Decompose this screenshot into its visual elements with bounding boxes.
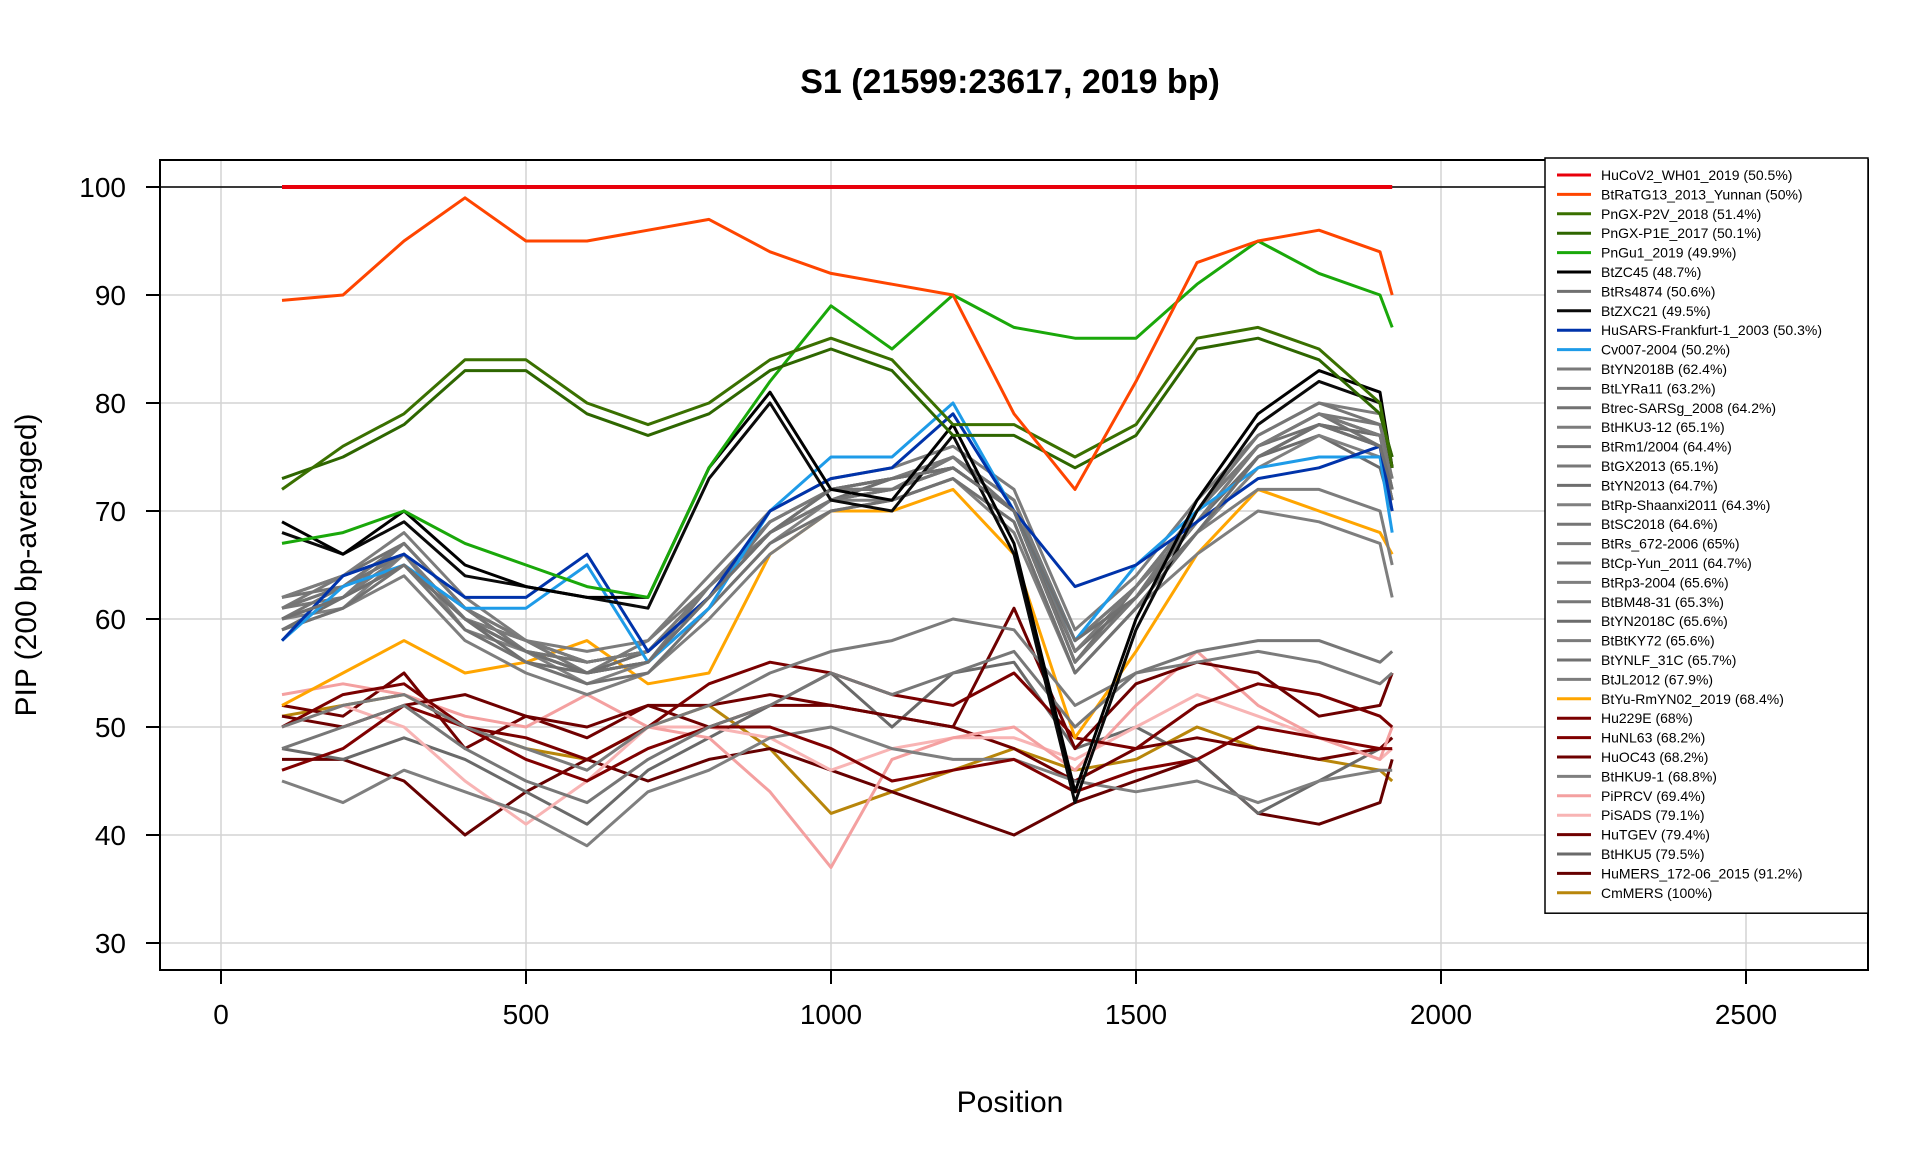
legend: HuCoV2_WH01_2019 (50.5%) BtRaTG13_2013_Yu… bbox=[1544, 157, 1869, 914]
x-tick-label: 500 bbox=[503, 999, 550, 1030]
legend-entry: BtLYRa11 (63.2%) bbox=[1601, 380, 1716, 396]
x-tick-label: 1000 bbox=[800, 999, 862, 1030]
legend-entry: PnGu1_2019 (49.9%) bbox=[1601, 245, 1736, 261]
legend-entry: BtSC2018 (64.6%) bbox=[1601, 516, 1718, 532]
legend-entry: BtRs_672-2006 (65%) bbox=[1601, 536, 1740, 552]
legend-entry: BtYu-RmYN02_2019 (68.4%) bbox=[1601, 691, 1784, 707]
series-group bbox=[280, 185, 1394, 869]
y-tick-label: 50 bbox=[95, 712, 126, 743]
series-line-17 bbox=[281, 433, 1394, 686]
series-line-27 bbox=[281, 487, 1394, 740]
legend-entry: BtZXC21 (49.5%) bbox=[1601, 303, 1711, 319]
series-line-24 bbox=[281, 617, 1394, 772]
legend-entry: HuOC43 (68.2%) bbox=[1601, 749, 1708, 765]
series-line-1 bbox=[281, 196, 1394, 491]
series-line-6 bbox=[281, 423, 1394, 675]
y-tick-label: 70 bbox=[95, 496, 126, 527]
legend-entry: BtYN2018B (62.4%) bbox=[1601, 361, 1727, 377]
series-line-2 bbox=[281, 325, 1394, 491]
legend-entry: BtRp-Shaanxi2011 (64.3%) bbox=[1601, 497, 1770, 513]
legend-entry: BtYN2013 (64.7%) bbox=[1601, 477, 1718, 493]
legend-entry: BtCp-Yun_2011 (64.7%) bbox=[1601, 555, 1752, 571]
legend-entry: BtRaTG13_2013_Yunnan (50%) bbox=[1601, 186, 1803, 202]
legend-entry: BtHKU5 (79.5%) bbox=[1601, 846, 1704, 862]
legend-entry: PnGX-P1E_2017 (50.1%) bbox=[1601, 225, 1761, 241]
legend-entry: BtHKU3-12 (65.1%) bbox=[1601, 419, 1725, 435]
x-tick-label: 1500 bbox=[1105, 999, 1167, 1030]
legend-entry: Hu229E (68%) bbox=[1601, 710, 1693, 726]
legend-entry: HuSARS-Frankfurt-1_2003 (50.3%) bbox=[1601, 322, 1822, 338]
x-tick-label: 0 bbox=[213, 999, 229, 1030]
x-tick-label: 2500 bbox=[1715, 999, 1777, 1030]
series-line-5 bbox=[281, 369, 1394, 794]
legend-entry: PiPRCV (69.4%) bbox=[1601, 788, 1705, 804]
x-tick-label: 2000 bbox=[1410, 999, 1472, 1030]
series-line-30 bbox=[281, 606, 1394, 751]
series-line-3 bbox=[281, 336, 1394, 481]
x-axis: 0 500 1000 1500 2000 2500 bbox=[213, 970, 1777, 1030]
series-line-35 bbox=[281, 660, 1394, 826]
legend-entry: BtJL2012 (67.9%) bbox=[1601, 671, 1713, 687]
legend-entry: HuNL63 (68.2%) bbox=[1601, 730, 1705, 746]
legend-entry: PnGX-P2V_2018 (51.4%) bbox=[1601, 206, 1761, 222]
y-tick-label: 100 bbox=[79, 172, 126, 203]
legend-entry: BtRm1/2004 (64.4%) bbox=[1601, 439, 1732, 455]
legend-entry: Btrec-SARSg_2008 (64.2%) bbox=[1601, 400, 1776, 416]
series-line-8 bbox=[280, 412, 1394, 653]
legend-entry: PiSADS (79.1%) bbox=[1601, 807, 1704, 823]
series-line-11 bbox=[281, 401, 1394, 675]
legend-entry: BtBM48-31 (65.3%) bbox=[1601, 594, 1724, 610]
y-tick-label: 30 bbox=[95, 928, 126, 959]
legend-entry: CmMERS (100%) bbox=[1601, 885, 1712, 901]
series-line-22 bbox=[281, 639, 1394, 805]
legend-entry: Cv007-2004 (50.2%) bbox=[1601, 342, 1730, 358]
y-tick-label: 60 bbox=[95, 604, 126, 635]
chart-title: S1 (21599:23617, 2019 bp) bbox=[800, 63, 1220, 101]
y-axis-label: PIP (200 bp-averaged) bbox=[10, 414, 43, 717]
legend-entry: HuTGEV (79.4%) bbox=[1601, 827, 1710, 843]
legend-entry: BtRs4874 (50.6%) bbox=[1601, 283, 1715, 299]
series-line-31 bbox=[281, 725, 1393, 848]
legend-entry: BtZC45 (48.7%) bbox=[1601, 264, 1701, 280]
x-axis-label: Position bbox=[957, 1086, 1064, 1119]
legend-entry: BtBtKY72 (65.6%) bbox=[1601, 633, 1715, 649]
y-axis: 30 40 50 60 70 80 90 100 bbox=[79, 172, 160, 959]
legend-box bbox=[1544, 157, 1869, 914]
legend-entry: HuMERS_172-06_2015 (91.2%) bbox=[1601, 865, 1803, 881]
series-line-29 bbox=[281, 703, 1393, 794]
legend-entry: BtRp3-2004 (65.6%) bbox=[1601, 574, 1729, 590]
y-tick-label: 40 bbox=[95, 820, 126, 851]
y-tick-label: 90 bbox=[95, 280, 126, 311]
series-line-32 bbox=[281, 649, 1394, 869]
series-line-4 bbox=[281, 239, 1394, 599]
y-tick-label: 80 bbox=[95, 388, 126, 419]
legend-entry: BtHKU9-1 (68.8%) bbox=[1601, 768, 1717, 784]
series-line-15 bbox=[281, 412, 1394, 675]
series-line-33 bbox=[281, 693, 1394, 826]
series-line-7 bbox=[281, 379, 1394, 805]
legend-entry: BtYNLF_31C (65.7%) bbox=[1601, 652, 1736, 668]
legend-entry: HuCoV2_WH01_2019 (50.5%) bbox=[1601, 167, 1792, 183]
series-line-9 bbox=[281, 401, 1394, 664]
legend-entry: BtGX2013 (65.1%) bbox=[1601, 458, 1719, 474]
legend-entry: BtYN2018C (65.6%) bbox=[1601, 613, 1728, 629]
